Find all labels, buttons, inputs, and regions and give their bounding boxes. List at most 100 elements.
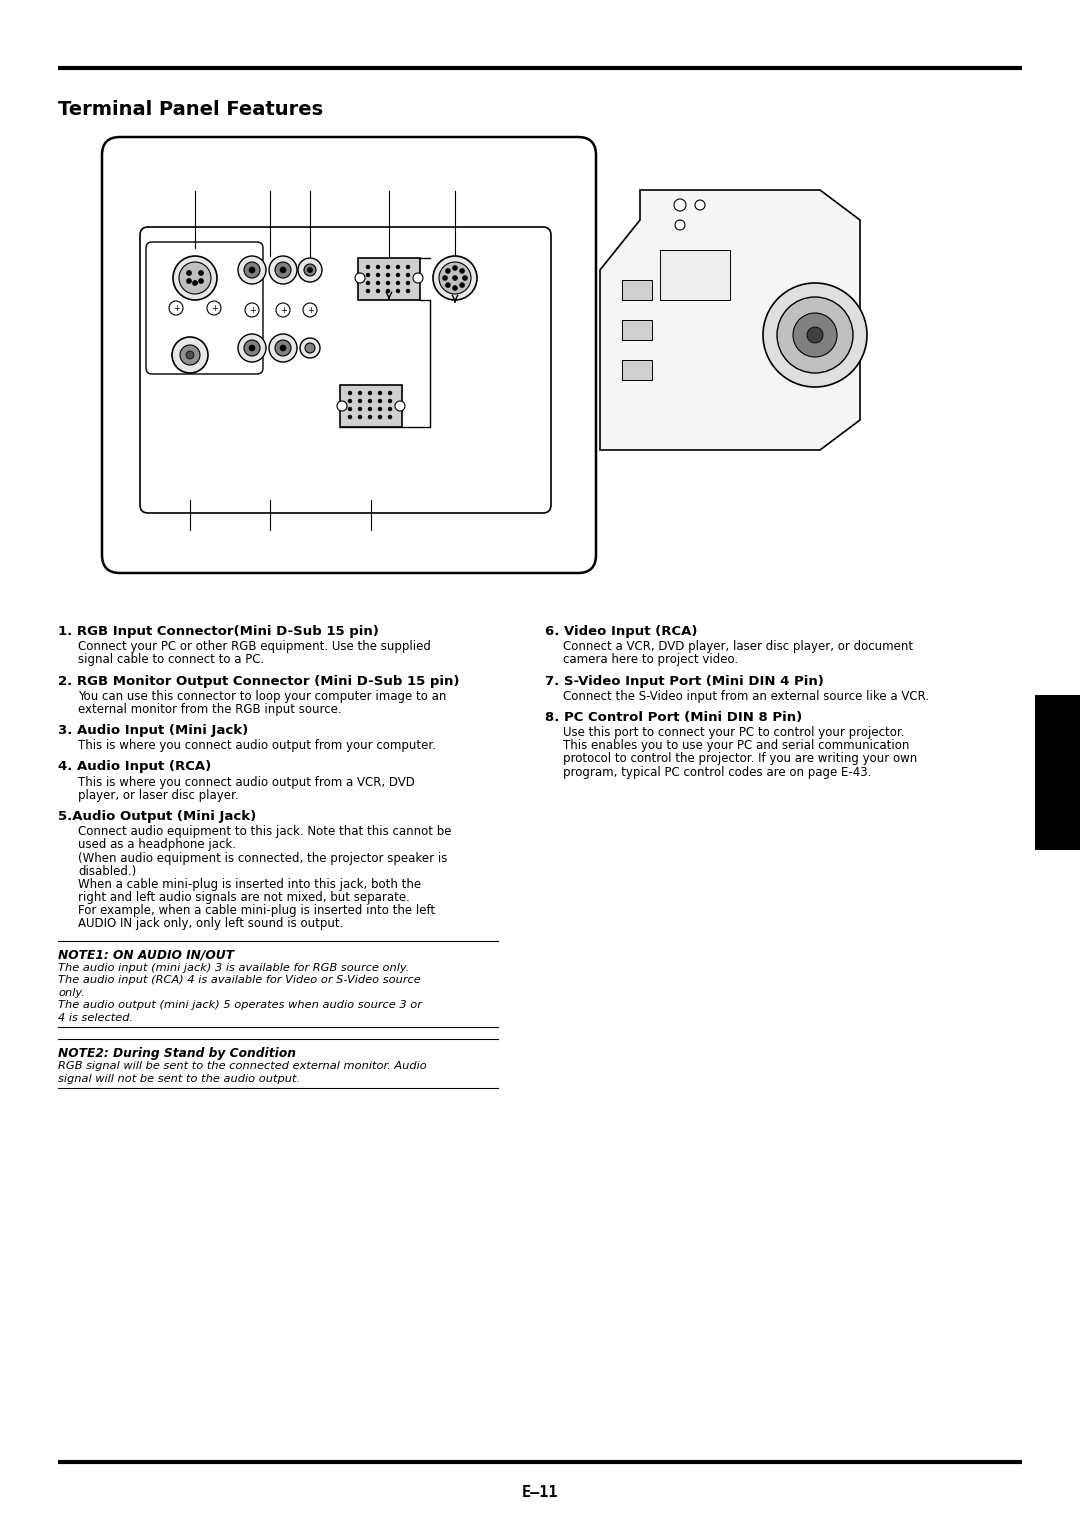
Text: R IN: R IN [271,282,281,288]
Circle shape [674,198,686,211]
FancyBboxPatch shape [102,137,596,572]
Circle shape [199,270,203,276]
Circle shape [366,266,370,269]
Text: IN: IN [248,244,254,249]
Circle shape [406,288,410,293]
Text: PC: PC [445,238,453,243]
Text: IN: IN [244,288,249,293]
Circle shape [762,282,867,388]
Text: signal will not be sent to the audio output.: signal will not be sent to the audio out… [58,1074,300,1083]
Text: Connect your PC or other RGB equipment. Use the supplied: Connect your PC or other RGB equipment. … [78,641,431,653]
Text: NOTE1: ON AUDIO IN/OUT: NOTE1: ON AUDIO IN/OUT [58,949,234,961]
Bar [622,279,652,301]
Text: 1. RGB Input Connector(Mini D-Sub 15 pin): 1. RGB Input Connector(Mini D-Sub 15 pin… [58,626,379,638]
Text: protocol to control the projector. If you are writing your own: protocol to control the projector. If yo… [563,752,917,766]
Circle shape [413,273,423,282]
Text: +: + [249,307,256,314]
Text: 4 is selected.: 4 is selected. [58,1013,133,1022]
Circle shape [675,220,685,230]
Text: VIDEO: VIDEO [156,333,173,337]
Circle shape [305,343,315,353]
Circle shape [388,407,392,410]
Circle shape [395,401,405,410]
Text: Connect a VCR, DVD player, laser disc player, or document: Connect a VCR, DVD player, laser disc pl… [563,641,913,653]
Text: The audio input (mini jack) 3 is available for RGB source only.: The audio input (mini jack) 3 is availab… [58,963,409,972]
Circle shape [438,262,471,295]
Circle shape [244,262,260,278]
Text: external monitor from the RGB input source.: external monitor from the RGB input sour… [78,703,341,716]
Polygon shape [600,191,860,450]
Bar [622,320,652,340]
Text: OUT: OUT [303,282,314,288]
Text: +: + [211,304,218,313]
Circle shape [396,266,400,269]
Circle shape [303,264,316,276]
Circle shape [777,298,853,372]
Circle shape [443,276,447,281]
Circle shape [807,327,823,343]
Circle shape [406,281,410,285]
Bar [1035,694,1080,850]
Text: 3: 3 [265,530,275,548]
Circle shape [453,276,458,281]
Text: +: + [280,307,287,314]
Text: For example, when a cable mini-plug is inserted into the left: For example, when a cable mini-plug is i… [78,905,435,917]
Circle shape [168,301,183,314]
Circle shape [269,256,297,284]
Text: 7: 7 [190,175,200,192]
Circle shape [187,279,191,284]
Bar [660,250,730,301]
Bar [622,360,652,380]
Circle shape [378,391,382,395]
Text: RGB signal will be sent to the connected external monitor. Audio: RGB signal will be sent to the connected… [58,1061,427,1071]
Circle shape [348,398,352,403]
Text: 8. PC Control Port (Mini DIN 8 Pin): 8. PC Control Port (Mini DIN 8 Pin) [545,711,802,723]
Circle shape [275,340,291,356]
Circle shape [388,391,392,395]
Circle shape [378,407,382,410]
Circle shape [357,398,362,403]
Circle shape [276,304,291,317]
Circle shape [376,288,380,293]
Text: CONTROL: CONTROL [440,244,471,249]
Circle shape [348,407,352,410]
Circle shape [460,282,464,287]
Circle shape [396,281,400,285]
Text: only.: only. [58,987,85,998]
Text: Connect audio equipment to this jack. Note that this cannot be: Connect audio equipment to this jack. No… [78,826,451,838]
Circle shape [180,345,200,365]
Circle shape [376,281,380,285]
Circle shape [366,288,370,293]
Circle shape [249,267,255,273]
Text: 1: 1 [366,530,376,548]
Circle shape [462,276,468,281]
Text: (When audio equipment is connected, the projector speaker is: (When audio equipment is connected, the … [78,852,447,865]
Text: 4: 4 [265,175,275,192]
Circle shape [386,266,390,269]
Circle shape [368,407,372,410]
Text: NOTE2: During Stand by Condition: NOTE2: During Stand by Condition [58,1047,296,1061]
Text: 2. RGB Monitor Output Connector (Mini D-Sub 15 pin): 2. RGB Monitor Output Connector (Mini D-… [58,674,459,688]
Text: +: + [307,307,314,314]
Text: This enables you to use your PC and serial communication: This enables you to use your PC and seri… [563,739,909,752]
Circle shape [357,415,362,420]
Circle shape [386,288,390,293]
Circle shape [378,398,382,403]
Circle shape [348,391,352,395]
Text: Use this port to connect your PC to control your projector.: Use this port to connect your PC to cont… [563,726,905,739]
Circle shape [460,269,464,273]
Circle shape [453,285,458,290]
Text: IN: IN [306,362,311,366]
Circle shape [238,334,266,362]
Circle shape [445,282,450,287]
Text: right and left audio signals are not mixed, but separate.: right and left audio signals are not mix… [78,891,410,903]
Circle shape [388,415,392,420]
Circle shape [280,267,286,273]
Bar [357,258,420,301]
Circle shape [366,273,370,278]
Circle shape [406,266,410,269]
Circle shape [433,256,477,301]
Text: player, or laser disc player.: player, or laser disc player. [78,789,239,801]
Text: camera here to project video.: camera here to project video. [563,653,738,667]
Circle shape [244,340,260,356]
